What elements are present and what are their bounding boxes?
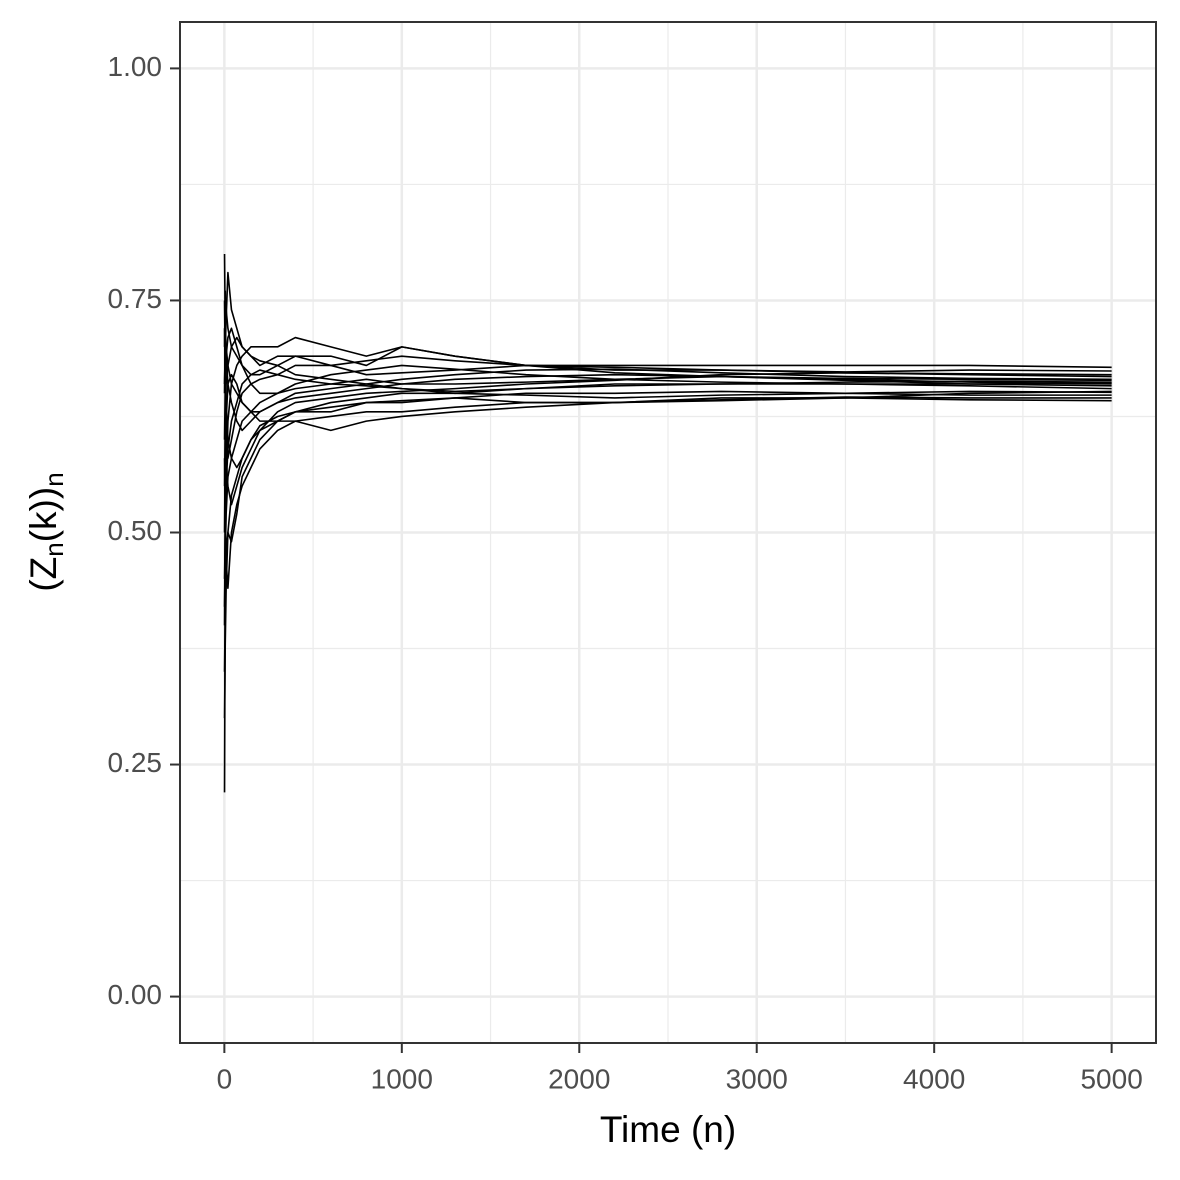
grid (180, 22, 1156, 1043)
x-tick-label: 1000 (371, 1063, 433, 1094)
y-tick-label: 0.25 (108, 747, 163, 778)
y-tick-label: 0.50 (108, 515, 163, 546)
series-line (223, 328, 1112, 460)
axes: 0 1000 2000 3000 4000 5000 0.00 0.25 0.50 0.75 1.0… (108, 51, 1143, 1095)
x-axis-title: Time (n) (600, 1109, 736, 1150)
x-tick-label: 4000 (903, 1063, 965, 1094)
series-line (223, 372, 1112, 719)
series-line (223, 327, 1112, 440)
y-tick-label: 0.75 (108, 283, 163, 314)
series-line (223, 369, 1112, 515)
x-tick-label: 3000 (726, 1063, 788, 1094)
series-line (223, 336, 1112, 793)
x-tick-label: 0 (217, 1063, 233, 1094)
y-axis-title-subscript: n (39, 542, 69, 556)
series-line (223, 336, 1112, 487)
y-axis-title-part: (k)) (23, 487, 64, 542)
series-line (223, 327, 1112, 432)
y-tick-label: 1.00 (108, 51, 163, 82)
lines (223, 254, 1112, 793)
y-tick-label: 0.00 (108, 979, 163, 1010)
x-tick-label: 5000 (1080, 1063, 1142, 1094)
x-tick-label: 2000 (548, 1063, 610, 1094)
series-line (223, 396, 1112, 607)
series-line (223, 271, 1112, 385)
y-axis-title-part: (Z (23, 557, 64, 592)
y-axis-title: (Zn(k))n (23, 472, 69, 591)
y-axis-title-subscript: n (39, 472, 69, 486)
